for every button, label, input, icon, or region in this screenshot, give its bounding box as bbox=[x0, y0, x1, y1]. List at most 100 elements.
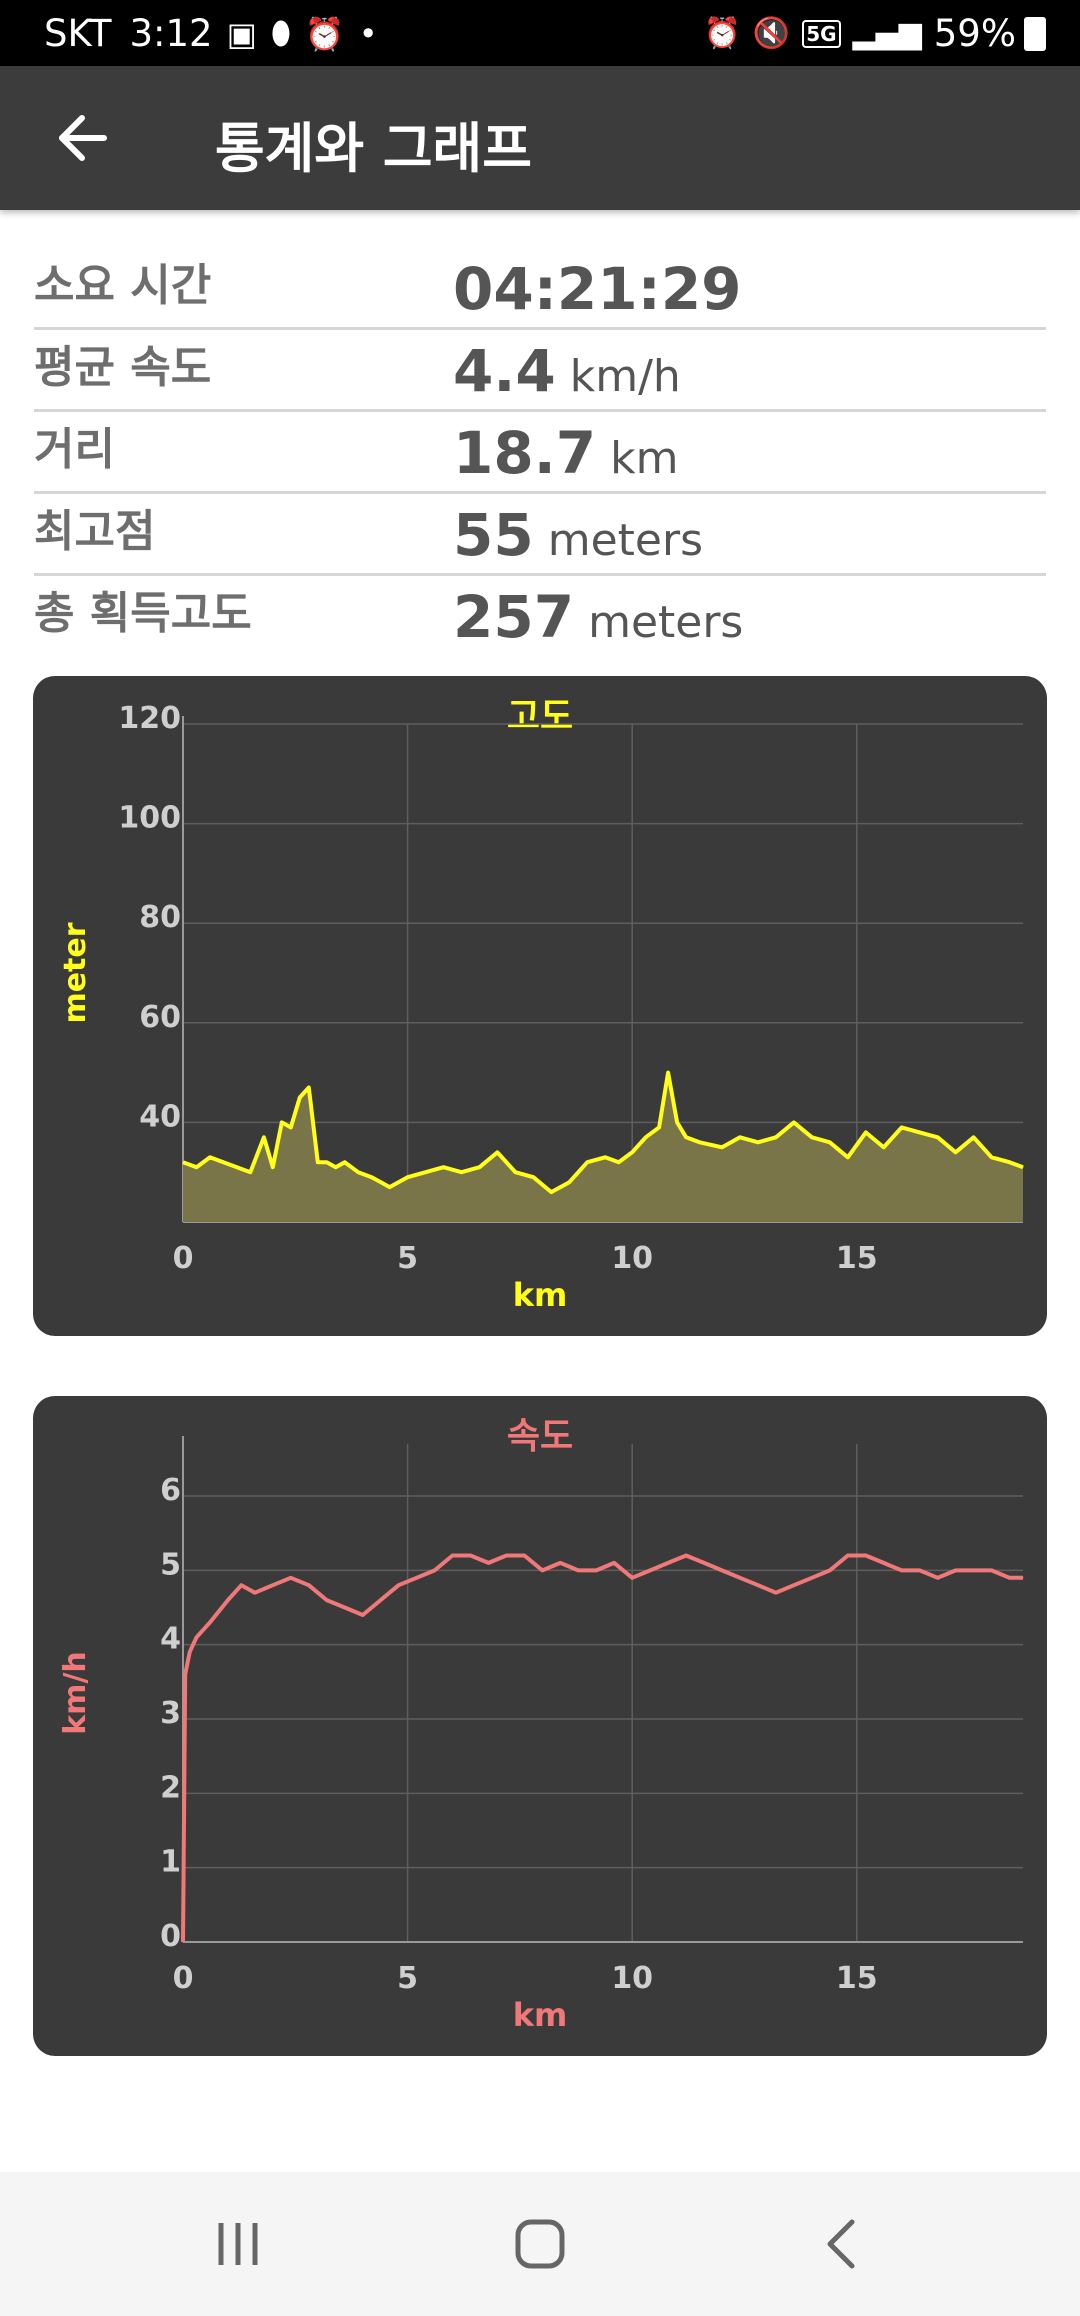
y-tick-label: 5 bbox=[160, 1547, 181, 1582]
stat-row-avg-speed: 평균 속도 4.4 km/h bbox=[34, 330, 1046, 412]
data-point bbox=[604, 1156, 606, 1158]
home-icon bbox=[515, 2219, 565, 2269]
y-tick-label: 4 bbox=[160, 1622, 181, 1657]
network-badge: 5G bbox=[802, 19, 841, 48]
back-button[interactable] bbox=[40, 96, 124, 180]
recent-apps-button[interactable] bbox=[188, 2208, 288, 2280]
data-point bbox=[586, 1161, 588, 1163]
data-point bbox=[631, 1151, 633, 1153]
data-point bbox=[721, 1569, 723, 1571]
data-point bbox=[1022, 1577, 1024, 1579]
data-point bbox=[595, 1569, 597, 1571]
data-point bbox=[380, 1599, 382, 1601]
data-point bbox=[739, 1136, 741, 1138]
data-point bbox=[901, 1569, 903, 1571]
data-point bbox=[357, 1171, 359, 1173]
elevation-chart: 고도 0 5 10 15 40 60 80 100 120 km meter bbox=[58, 696, 1024, 1314]
stats-table: 소요 시간 04:21:29 평균 속도 4.4 km/h 거리 18.7 km 최… bbox=[34, 248, 1046, 655]
data-point bbox=[389, 1186, 391, 1188]
data-point bbox=[739, 1577, 741, 1579]
data-point bbox=[182, 1941, 184, 1943]
data-point bbox=[452, 1555, 453, 1556]
data-point bbox=[613, 1562, 615, 1564]
x-tick-label: 0 bbox=[173, 1961, 194, 1996]
x-tick-label: 0 bbox=[173, 1241, 194, 1276]
data-point bbox=[541, 1569, 543, 1571]
data-point bbox=[883, 1562, 885, 1564]
data-point bbox=[371, 1176, 373, 1178]
data-point bbox=[618, 1161, 620, 1163]
data-point bbox=[847, 1555, 849, 1556]
back-arrow-icon bbox=[59, 115, 107, 161]
data-point bbox=[775, 1592, 777, 1594]
clock: 3:12 bbox=[129, 12, 213, 55]
data-point bbox=[182, 1161, 184, 1163]
data-point bbox=[685, 1555, 687, 1556]
stat-unit: meters bbox=[547, 515, 703, 566]
status-right: ⏰ 🔇 5G ▂▄▆ 59% bbox=[703, 12, 1046, 55]
stat-label: 평균 속도 bbox=[34, 342, 212, 393]
data-point bbox=[883, 1146, 885, 1148]
pill-icon: ⬮ bbox=[270, 14, 291, 52]
data-point bbox=[505, 1555, 507, 1556]
signal-icon: ▂▄▆ bbox=[852, 16, 922, 51]
data-point bbox=[649, 1569, 651, 1571]
data-point bbox=[184, 1673, 186, 1675]
data-point bbox=[955, 1151, 957, 1153]
data-point bbox=[865, 1555, 867, 1556]
data-point bbox=[1022, 1166, 1024, 1168]
data-point bbox=[299, 1097, 301, 1098]
data-point bbox=[667, 1562, 669, 1564]
stat-row-distance: 거리 18.7 km bbox=[34, 412, 1046, 494]
back-nav-button[interactable] bbox=[792, 2208, 892, 2280]
x-tick-label: 15 bbox=[836, 1241, 878, 1276]
data-point bbox=[222, 1161, 224, 1163]
gallery-icon: ▣ bbox=[226, 14, 257, 53]
data-point bbox=[919, 1569, 921, 1571]
data-point bbox=[829, 1569, 831, 1571]
data-point bbox=[955, 1569, 957, 1571]
data-point bbox=[398, 1584, 400, 1586]
chart-title: 속도 bbox=[507, 1416, 573, 1457]
data-point bbox=[550, 1191, 552, 1193]
alarm-on-icon: ⏰ bbox=[703, 16, 741, 51]
data-point bbox=[326, 1599, 328, 1601]
data-point bbox=[523, 1555, 525, 1556]
data-point bbox=[470, 1555, 471, 1556]
stat-row-duration: 소요 시간 04:21:29 bbox=[34, 248, 1046, 330]
series-line bbox=[181, 1553, 1023, 1943]
home-button[interactable] bbox=[490, 2208, 590, 2280]
navigation-bar bbox=[0, 2172, 1080, 2316]
data-point bbox=[1009, 1577, 1010, 1579]
data-point bbox=[937, 1577, 939, 1579]
y-tick-label: 120 bbox=[118, 701, 181, 736]
speed-chart: 속도 0 5 10 15 0 1 2 3 4 5 6 km km/h bbox=[58, 1416, 1024, 2034]
y-tick-label: 2 bbox=[160, 1770, 181, 1805]
data-point bbox=[699, 1141, 701, 1143]
y-tick-label: 3 bbox=[160, 1696, 181, 1731]
data-point bbox=[532, 1176, 534, 1178]
x-tick-label: 5 bbox=[397, 1961, 418, 1996]
data-point bbox=[937, 1136, 939, 1138]
data-point bbox=[249, 1171, 251, 1173]
y-tick-label: 100 bbox=[118, 801, 181, 836]
stat-row-total-ascent: 총 획득고도 257 meters bbox=[34, 576, 1046, 655]
stat-label: 최고점 bbox=[34, 506, 156, 557]
stat-value: 257 bbox=[453, 583, 575, 651]
y-axis-label: km/h bbox=[58, 1651, 93, 1735]
data-point bbox=[991, 1156, 993, 1158]
data-point bbox=[775, 1136, 777, 1138]
data-point bbox=[721, 1146, 723, 1148]
stat-unit: km bbox=[610, 433, 679, 484]
x-tick-label: 15 bbox=[836, 1961, 878, 1996]
area-fill bbox=[183, 1072, 1023, 1222]
page-title: 통계와 그래프 bbox=[215, 117, 532, 180]
data-point bbox=[196, 1166, 197, 1168]
data-point bbox=[568, 1181, 570, 1183]
data-point bbox=[488, 1562, 489, 1564]
data-point bbox=[496, 1151, 498, 1153]
data-point bbox=[757, 1141, 759, 1143]
data-point bbox=[362, 1614, 364, 1616]
data-point bbox=[344, 1607, 346, 1608]
stat-value: 4.4 bbox=[453, 337, 556, 405]
